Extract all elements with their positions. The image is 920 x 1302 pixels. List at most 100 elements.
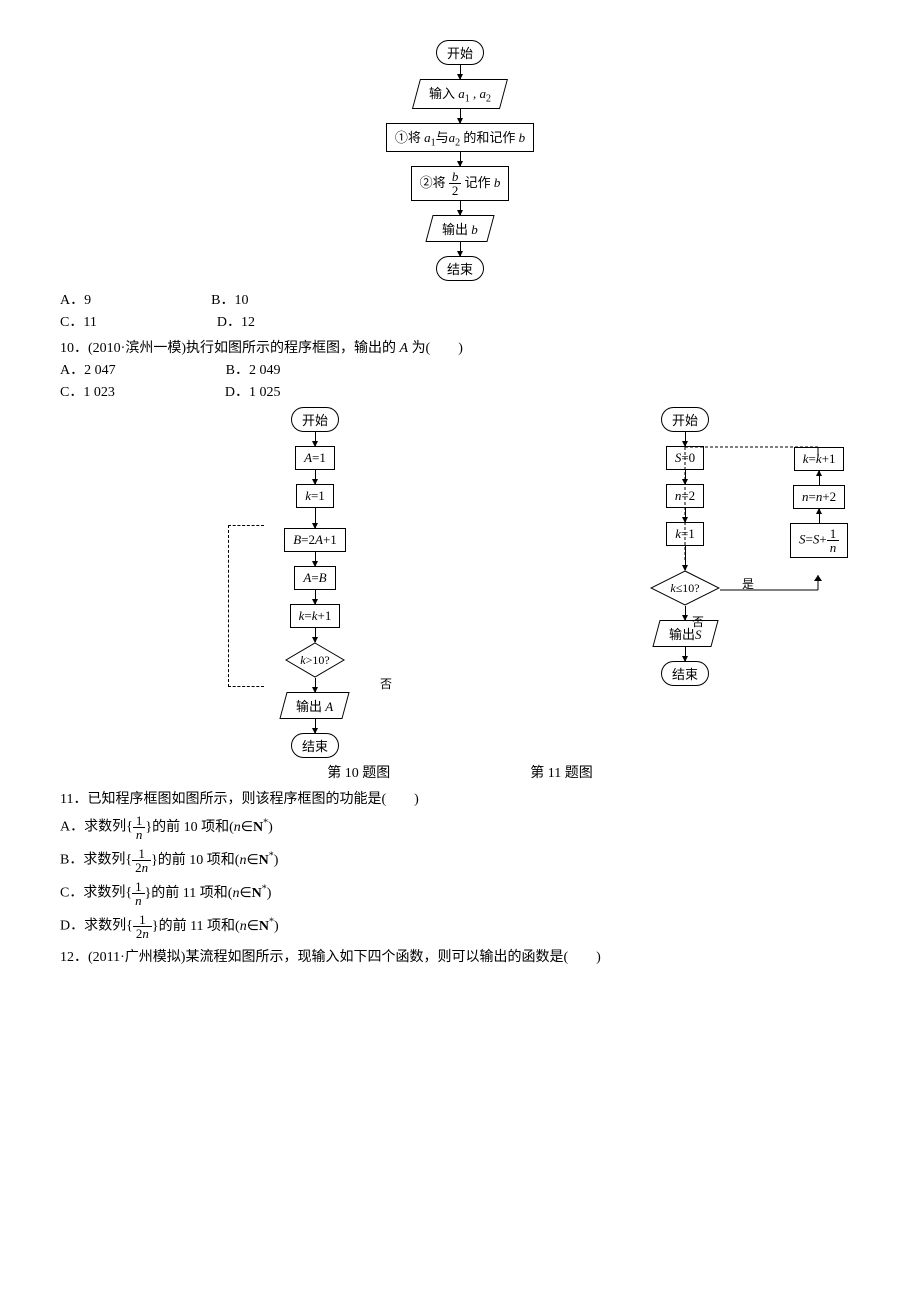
label: 结束 xyxy=(302,739,328,754)
flowcharts-row: 开始 A=1 k=1 B=2A+1 A=B k=k+1 k>10? 否 是 输出… xyxy=(60,407,860,758)
fc11-sinc: S=S+1n xyxy=(790,523,848,558)
q11-option-d: D．求数列{12n}的前 11 项和(n∈N*) xyxy=(60,913,860,940)
num: b xyxy=(449,170,462,184)
q10-options-row2: C．1 023 D．1 025 xyxy=(60,381,860,401)
fc11-n2: n=2 xyxy=(666,484,704,508)
arrow-icon xyxy=(685,508,686,522)
option-b: B．10 xyxy=(211,289,248,309)
option-d: D．12 xyxy=(217,311,255,331)
q12-stem: 12．(2011·广州模拟)某流程如图所示，现输入如下四个函数，则可以输出的函数… xyxy=(60,946,860,966)
fc11-s0: S=0 xyxy=(666,446,704,470)
pre: C．求数列{ xyxy=(60,886,132,901)
arrow-icon xyxy=(460,109,461,123)
option-b: B．2 049 xyxy=(226,359,281,379)
post: }的前 11 项和(n∈N*) xyxy=(152,919,279,934)
q9-options-row2: C．11 D．12 xyxy=(60,311,860,331)
post: }的前 11 项和(n∈N*) xyxy=(145,886,272,901)
text: ②将 xyxy=(420,175,449,190)
pre: A．求数列{ xyxy=(60,820,133,835)
arrow-icon xyxy=(460,152,461,166)
fc10-out: 输出 A xyxy=(280,692,350,719)
arrow-icon xyxy=(315,432,316,446)
fc11-yes: 是 xyxy=(742,575,754,592)
fc-end: 结束 xyxy=(436,256,484,281)
fc10-no: 否 xyxy=(380,675,392,692)
post: }的前 10 项和(n∈N*) xyxy=(151,853,278,868)
label: 开始 xyxy=(302,413,328,428)
fc-step2: ②将 b2 记作 b xyxy=(411,166,510,201)
fc10-kinc: k=k+1 xyxy=(290,604,341,628)
fc11-no: 否 xyxy=(692,613,704,630)
num: 1 xyxy=(132,880,145,894)
num: 1 xyxy=(827,527,840,541)
den: 2n xyxy=(133,927,152,940)
fc-output: 输出 b xyxy=(425,215,494,242)
fc-step1: ①将 a1与a2 的和记作 b xyxy=(386,123,534,153)
arrow-icon xyxy=(685,546,686,570)
flowchart-11: 开始 S=0 n=2 k=1 k≤10? 输出S 结束 是 否 k=k+1 n=… xyxy=(630,407,860,686)
fc11-start: 开始 xyxy=(661,407,709,432)
arrow-icon xyxy=(315,719,316,733)
flowchart-10: 开始 A=1 k=1 B=2A+1 A=B k=k+1 k>10? 否 是 输出… xyxy=(240,407,390,758)
fc11-cond: k≤10? xyxy=(650,570,720,606)
label: ①将 a1与a2 的和记作 b xyxy=(395,130,525,145)
arrow-icon xyxy=(315,552,316,566)
q9-options-row1: A．9 B．10 xyxy=(60,289,860,309)
label: 开始 xyxy=(447,46,473,61)
fc10-start: 开始 xyxy=(291,407,339,432)
fc11-out: 输出S xyxy=(652,620,718,647)
arrow-icon xyxy=(460,65,461,79)
label: 输出 A xyxy=(296,696,333,715)
label: ②将 b2 记作 b xyxy=(420,175,501,190)
option-c: C．11 xyxy=(60,311,97,331)
den: n xyxy=(827,541,840,554)
arrow-icon xyxy=(315,678,316,692)
label: 结束 xyxy=(672,667,698,682)
arrow-icon xyxy=(819,471,820,485)
q10-options-row1: A．2 047 B．2 049 xyxy=(60,359,860,379)
label: 输入 a1 , a2 xyxy=(429,83,491,105)
text: 记作 b xyxy=(465,175,501,190)
q10-stem: 10．(2010·滨州一模)执行如图所示的程序框图，输出的 A 为( ) xyxy=(60,337,860,357)
den: n xyxy=(132,894,145,907)
option-c: C．1 023 xyxy=(60,381,115,401)
arrow-icon xyxy=(685,606,686,620)
arrow-icon xyxy=(315,628,316,642)
captions: 第 10 题图 第 11 题图 xyxy=(60,762,860,782)
arrow-icon xyxy=(460,242,461,256)
pre: D．求数列{ xyxy=(60,919,133,934)
arrow-icon xyxy=(685,470,686,484)
q11-stem: 11．已知程序框图如图所示，则该程序框图的功能是( ) xyxy=(60,788,860,808)
caption-11: 第 11 题图 xyxy=(530,762,592,782)
post: }的前 10 项和(n∈N*) xyxy=(145,820,272,835)
arrow-icon xyxy=(315,508,316,528)
fc11-kinc: k=k+1 xyxy=(794,447,845,471)
q11-option-b: B．求数列{12n}的前 10 项和(n∈N*) xyxy=(60,847,860,874)
option-d: D．1 025 xyxy=(225,381,281,401)
option-a: A．2 047 xyxy=(60,359,116,379)
q11-option-a: A．求数列{1n}的前 10 项和(n∈N*) xyxy=(60,814,860,841)
option-a: A．9 xyxy=(60,289,91,309)
arrow-icon xyxy=(315,470,316,484)
arrow-icon xyxy=(685,647,686,661)
arrow-icon xyxy=(685,432,686,446)
label: 输出 b xyxy=(442,219,478,238)
den: 2n xyxy=(132,861,151,874)
flowchart-top: 开始 输入 a1 , a2 ①将 a1与a2 的和记作 b ②将 b2 记作 b… xyxy=(60,40,860,281)
fc11-k1: k=1 xyxy=(666,522,704,546)
num: 1 xyxy=(132,847,151,861)
arrow-icon xyxy=(819,509,820,523)
fc10-ab: A=B xyxy=(294,566,335,590)
label: 结束 xyxy=(447,262,473,277)
label: 开始 xyxy=(672,413,698,428)
fc-input: 输入 a1 , a2 xyxy=(412,79,508,109)
num: 1 xyxy=(133,814,146,828)
pre: B．求数列{ xyxy=(60,853,132,868)
fc11-ninc: n=n+2 xyxy=(793,485,845,509)
caption-10: 第 10 题图 xyxy=(327,762,390,782)
num: 1 xyxy=(133,913,152,927)
fc10-a1: A=1 xyxy=(295,446,335,470)
fc10-b: B=2A+1 xyxy=(284,528,346,552)
fc11-end: 结束 xyxy=(661,661,709,686)
fc10-cond: k>10? xyxy=(285,642,345,678)
